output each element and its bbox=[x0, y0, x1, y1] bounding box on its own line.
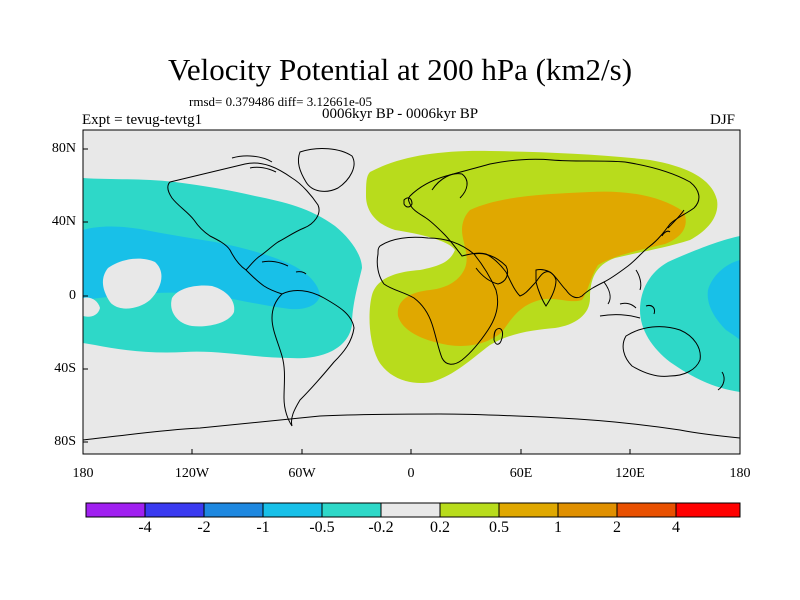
y-label-80S: 80S bbox=[54, 434, 76, 449]
contour-fields bbox=[83, 150, 740, 392]
colorbar-label-9: 2 bbox=[613, 519, 621, 536]
plot-title: Velocity Potential at 200 hPa (km2/s) bbox=[167, 52, 633, 87]
colorbar-box-7 bbox=[439, 502, 500, 518]
coastline-north-america bbox=[167, 162, 320, 271]
x-label-120W: 120W bbox=[174, 466, 210, 481]
period-label: 0006kyr BP - 0006kyr BP bbox=[322, 106, 479, 122]
axis-ticks bbox=[82, 148, 741, 454]
y-label-40S: 40S bbox=[54, 361, 76, 376]
coastline-south-america bbox=[271, 290, 355, 427]
experiment-label: Expt = tevug-tevtg1 bbox=[82, 112, 203, 128]
y-label-80N: 80N bbox=[51, 141, 76, 156]
x-label-60W: 60W bbox=[288, 466, 316, 481]
colorbar-box-8 bbox=[498, 502, 559, 518]
coastline-greenland bbox=[297, 148, 355, 192]
colorbar-label-8: 1 bbox=[554, 519, 562, 536]
colorbar-box-2 bbox=[144, 502, 205, 518]
colorbar-box-4 bbox=[262, 502, 323, 518]
coastline-southeast-asia bbox=[599, 281, 655, 319]
coastline-antarctica bbox=[83, 413, 740, 441]
coastline-africa bbox=[376, 236, 499, 365]
x-label-60E: 60E bbox=[509, 466, 533, 481]
colorbar-label-5: -0.2 bbox=[368, 519, 394, 536]
x-label-0: 0 bbox=[407, 466, 415, 481]
colorbar-label-6: 0.2 bbox=[430, 519, 450, 536]
contour-west-island-3 bbox=[83, 297, 100, 317]
coastline-india bbox=[535, 269, 557, 307]
colorbar-box-3 bbox=[203, 502, 264, 518]
colorbar-box-6 bbox=[380, 502, 441, 518]
x-label-120E: 120E bbox=[615, 466, 645, 481]
y-label-40N: 40N bbox=[51, 214, 76, 229]
coastlines bbox=[83, 148, 740, 441]
y-label-0: 0 bbox=[69, 288, 76, 303]
coastline-philippines bbox=[635, 269, 642, 291]
contour-west-island-1 bbox=[102, 258, 162, 309]
colorbar-box-9 bbox=[557, 502, 618, 518]
contour-pacific-teal bbox=[640, 236, 740, 392]
coastline-scandinavia bbox=[431, 173, 468, 199]
coastline-british-isles bbox=[403, 197, 413, 208]
x-label-180E: 180 bbox=[729, 466, 751, 481]
colorbar-label-4: -0.5 bbox=[309, 519, 335, 536]
coastline-madagascar bbox=[493, 327, 503, 345]
coastline-eurasia bbox=[408, 158, 700, 299]
season-label: DJF bbox=[710, 112, 736, 128]
contour-pacific-cyan bbox=[707, 260, 740, 340]
contour-west-island-2 bbox=[171, 285, 235, 327]
colorbar-label-7: 0.5 bbox=[489, 519, 509, 536]
colorbar-box-5 bbox=[321, 502, 382, 518]
coastline-central-america bbox=[245, 269, 283, 295]
coastline-new-zealand bbox=[717, 371, 725, 391]
colorbar-box-11 bbox=[675, 502, 741, 518]
colorbar-label-1: -4 bbox=[138, 519, 152, 536]
colorbar-box-10 bbox=[616, 502, 677, 518]
rmsd-diff-stats: rmsd= 0.379486 diff= 3.12661e-05 bbox=[189, 94, 373, 109]
coastline-caribbean bbox=[261, 260, 307, 275]
contour-east-orange bbox=[397, 191, 686, 346]
coastline-arabia bbox=[473, 253, 509, 285]
coastline-australia bbox=[622, 326, 701, 377]
colorbar-label-10: 4 bbox=[672, 519, 680, 536]
x-label-180W: 180 bbox=[72, 466, 94, 481]
coastline-arctic-islands bbox=[231, 155, 277, 173]
colorbar-label-2: -2 bbox=[197, 519, 211, 536]
colorbar-label-3: -1 bbox=[256, 519, 270, 536]
colorbar bbox=[85, 502, 741, 518]
colorbar-box-1 bbox=[85, 502, 146, 518]
coastline-japan bbox=[661, 209, 685, 237]
